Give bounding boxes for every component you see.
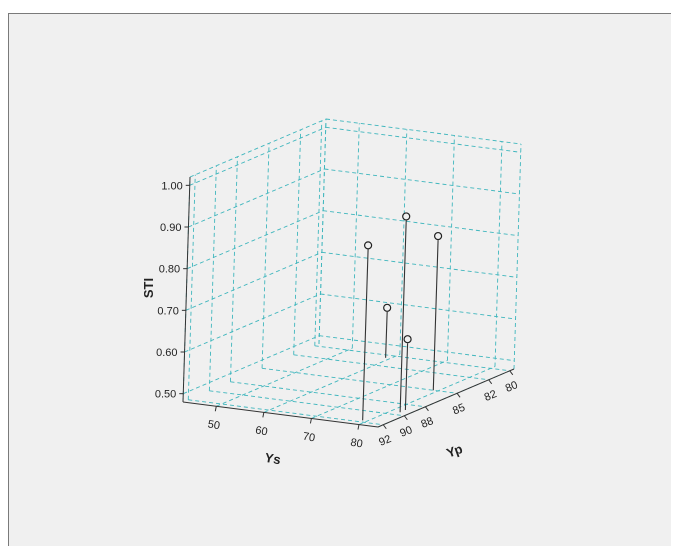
y-tick	[403, 415, 408, 421]
gridline	[185, 251, 323, 311]
gridline	[216, 347, 353, 407]
data-point	[383, 303, 392, 312]
gridline	[311, 360, 448, 419]
gridline	[229, 156, 238, 382]
x-tick-label: 80	[349, 437, 363, 451]
gridline	[321, 251, 517, 278]
drop-line	[404, 343, 409, 411]
gridline	[209, 390, 405, 417]
x-tick	[214, 406, 217, 412]
gridline	[323, 210, 519, 237]
gridline	[325, 118, 522, 145]
x-tick	[262, 412, 265, 418]
gridline	[325, 126, 521, 153]
gridline	[314, 120, 323, 346]
drop-line	[362, 249, 369, 421]
gridline	[184, 293, 321, 353]
data-point	[403, 335, 412, 344]
y-tick	[425, 406, 429, 412]
x-tick	[357, 424, 360, 430]
gridline	[293, 129, 302, 355]
mark-layer	[362, 212, 443, 421]
z-tick-label: 1.00	[161, 180, 182, 192]
gridline	[183, 335, 320, 395]
grid-layer	[182, 118, 522, 428]
y-axis-title: Yp	[444, 441, 464, 461]
drop-line	[385, 311, 388, 358]
data-point	[402, 212, 411, 221]
y-tick-label: 90	[398, 424, 414, 440]
y-tick	[456, 392, 461, 398]
x-tick-label: 60	[254, 424, 268, 438]
gridline	[446, 135, 455, 361]
gridline	[318, 118, 327, 345]
y-tick-label: 88	[419, 415, 435, 431]
y-tick	[382, 424, 387, 430]
x-tick	[309, 418, 312, 424]
drop-line	[432, 240, 439, 391]
gridline	[513, 143, 522, 370]
z-axis-title: STI	[141, 278, 156, 298]
data-point	[433, 231, 443, 241]
x-tick-label: 70	[302, 431, 316, 445]
z-tick-label: 0.60	[156, 347, 177, 359]
gridline	[189, 118, 327, 178]
gridline	[208, 165, 217, 391]
z-tick-label: 0.80	[159, 264, 180, 276]
gridline	[293, 354, 489, 381]
gridline	[261, 143, 270, 369]
chart-area	[8, 13, 671, 546]
y-tick-label: 92	[377, 433, 393, 449]
gridline	[188, 399, 384, 426]
gridline	[189, 126, 326, 186]
x-axis-title: Ys	[264, 450, 282, 468]
z-tick-label: 0.90	[160, 222, 181, 234]
axis-layer: 0.50 0.60 0.70 0.80 0.90 1.00 50 60 70 80 92 90 88 85…	[155, 176, 520, 451]
y-axis-line	[377, 368, 515, 428]
z-tick-label: 0.50	[155, 389, 176, 401]
gridline	[262, 367, 458, 394]
y-tick	[509, 370, 514, 376]
gridline	[324, 168, 520, 195]
z-axis-line	[182, 176, 191, 403]
z-tick-label: 0.70	[157, 305, 178, 317]
gridline	[187, 174, 196, 400]
y-tick-label: 80	[504, 379, 520, 395]
gridline	[263, 353, 401, 413]
gridline	[230, 381, 426, 408]
x-tick-label: 50	[207, 418, 221, 432]
gridline	[320, 293, 516, 320]
gridline	[358, 366, 496, 425]
gridline	[351, 123, 360, 349]
y-tick-label: 82	[483, 388, 499, 404]
gridline	[494, 141, 503, 367]
gridline	[319, 335, 515, 362]
data-point	[363, 241, 373, 250]
x-axis-line	[182, 401, 379, 428]
gridline	[314, 345, 510, 372]
gridline	[188, 168, 325, 228]
gridline	[186, 210, 324, 270]
gridline	[399, 129, 408, 355]
y-tick-label: 85	[451, 402, 467, 418]
drop-line	[399, 220, 407, 413]
y-tick	[488, 379, 493, 385]
